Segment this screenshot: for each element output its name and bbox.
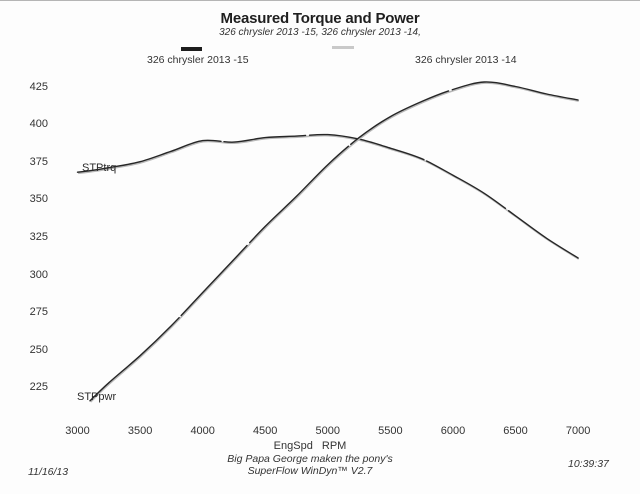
legend-marker-run14 (332, 46, 354, 49)
x-tick-label: 4000 (190, 425, 215, 437)
x-tick-label: 3000 (65, 425, 90, 437)
x-tick-label: 5000 (315, 425, 341, 437)
page-title: Measured Torque and Power (220, 10, 420, 27)
x-tick-label: 7000 (565, 425, 591, 437)
operator-note-line: Big Papa George maken the pony's (227, 453, 393, 465)
y-tick-label: 425 (29, 80, 48, 93)
legend-label-run15: 326 chrysler 2013 -15 (147, 54, 249, 66)
y-tick-label: 300 (29, 268, 48, 281)
chart-subtitle: 326 chrysler 2013 -15, 326 chrysler 2013… (219, 27, 421, 38)
y-tick-label: 375 (29, 155, 48, 168)
y-tick-label: 325 (29, 230, 48, 243)
power-curve-run14 (90, 82, 579, 403)
legend-label-run14: 326 chrysler 2013 -14 (415, 54, 517, 66)
power-curve-label: STPpwr (77, 391, 117, 403)
x-axis-label: EngSpd RPM (273, 440, 347, 452)
y-tick-label: 350 (29, 193, 48, 206)
x-tick-label: 6000 (440, 425, 466, 437)
legend-marker-run15 (181, 47, 202, 51)
x-tick-label: 3500 (127, 425, 153, 437)
software-version-line: SuperFlow WinDyn™ V2.7 (247, 465, 373, 477)
power-curve-run15 (89, 81, 579, 402)
report-note: Big Papa George maken the pony's SuperFl… (190, 453, 430, 477)
y-tick-label: 250 (29, 343, 48, 356)
report-date: 11/16/13 (28, 466, 69, 478)
x-tick-label: 5500 (378, 425, 403, 437)
report-time: 10:39:37 (568, 458, 609, 470)
y-tick-label: 275 (29, 306, 48, 319)
x-tick-label: 6500 (503, 425, 528, 437)
x-tick-label: 4500 (252, 425, 278, 437)
torque-curve-label: STPtrq (82, 162, 117, 174)
y-tick-label: 225 (29, 381, 48, 394)
y-tick-label: 400 (29, 118, 48, 131)
torque-curve-run15 (76, 133, 579, 259)
torque-curve-run14 (78, 134, 580, 260)
